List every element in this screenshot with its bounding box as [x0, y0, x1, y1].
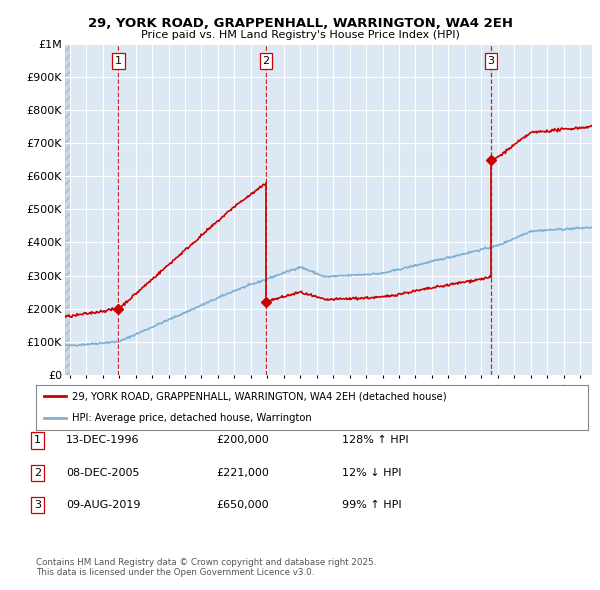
- Text: £650,000: £650,000: [216, 500, 269, 510]
- Text: 3: 3: [488, 56, 494, 66]
- Text: 12% ↓ HPI: 12% ↓ HPI: [342, 468, 401, 478]
- Polygon shape: [65, 44, 70, 375]
- Text: 3: 3: [34, 500, 41, 510]
- Text: 08-DEC-2005: 08-DEC-2005: [66, 468, 139, 478]
- Text: £221,000: £221,000: [216, 468, 269, 478]
- Text: 29, YORK ROAD, GRAPPENHALL, WARRINGTON, WA4 2EH: 29, YORK ROAD, GRAPPENHALL, WARRINGTON, …: [88, 17, 512, 30]
- Text: 13-DEC-1996: 13-DEC-1996: [66, 435, 139, 445]
- Text: 29, YORK ROAD, GRAPPENHALL, WARRINGTON, WA4 2EH (detached house): 29, YORK ROAD, GRAPPENHALL, WARRINGTON, …: [72, 391, 446, 401]
- Text: Price paid vs. HM Land Registry's House Price Index (HPI): Price paid vs. HM Land Registry's House …: [140, 30, 460, 40]
- Text: 2: 2: [263, 56, 269, 66]
- Text: HPI: Average price, detached house, Warrington: HPI: Average price, detached house, Warr…: [72, 414, 311, 424]
- Text: Contains HM Land Registry data © Crown copyright and database right 2025.
This d: Contains HM Land Registry data © Crown c…: [36, 558, 376, 577]
- Text: 1: 1: [34, 435, 41, 445]
- Text: 99% ↑ HPI: 99% ↑ HPI: [342, 500, 401, 510]
- Text: 1: 1: [115, 56, 122, 66]
- Text: 2: 2: [34, 468, 41, 478]
- Text: 09-AUG-2019: 09-AUG-2019: [66, 500, 140, 510]
- Text: £200,000: £200,000: [216, 435, 269, 445]
- Text: 128% ↑ HPI: 128% ↑ HPI: [342, 435, 409, 445]
